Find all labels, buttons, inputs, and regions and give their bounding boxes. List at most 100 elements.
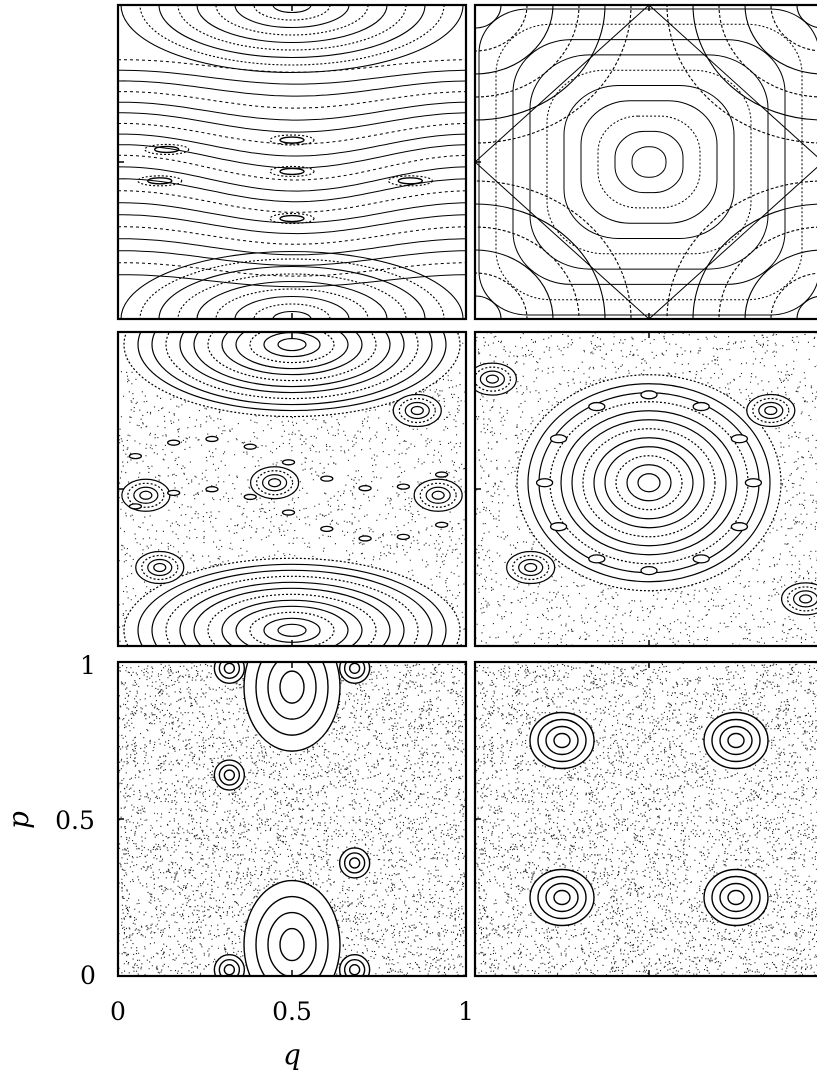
invariant-curve [118,80,466,97]
invariant-curve [281,509,296,516]
y-axis-label: p [2,811,35,829]
invariant-curve [147,177,173,185]
invariant-curve [139,490,153,500]
tick-mark [118,332,293,646]
tick-mark [118,5,293,319]
invariant-curve [118,101,466,121]
invariant-curve [118,154,466,181]
invariant-curve [524,562,538,573]
invariant-curve [692,554,710,564]
invariant-curve [358,535,372,542]
invariant-curve [727,732,745,749]
invariant-curve [118,59,466,73]
tick-mark [475,5,650,319]
invariant-curve [631,146,667,178]
invariant-curve [158,265,426,319]
invariant-curve [279,670,305,704]
x-tick-1: 1 [458,997,474,1026]
x-tick-0: 0 [110,997,126,1026]
invariant-curve [730,522,749,532]
invariant-curve [535,478,554,488]
invariant-curve [348,662,361,674]
invariant-curve [118,133,466,157]
invariant-curve [118,238,466,256]
invariant-curve [118,262,466,277]
invariant-curve [205,435,219,443]
panel-content [475,662,817,976]
invariant-curve [588,554,606,564]
invariant-curve [730,434,749,444]
invariant-curve [279,167,305,176]
invariant-curve [144,143,190,155]
panel-r0-c0 [116,3,468,321]
invariant-curve [223,769,236,781]
invariant-curve [640,390,658,400]
invariant-curve [243,493,257,501]
invariant-curve [272,310,312,319]
invariant-curve [397,177,424,185]
invariant-curve [387,175,433,187]
invariant-curve [358,485,372,492]
invariant-curve [396,533,411,540]
panel-r1-c0 [116,330,468,648]
invariant-curve [485,374,499,384]
invariant-curve [268,478,282,488]
invariant-curve [269,212,315,225]
invariant-curve [196,280,388,319]
invariant-curve [118,190,466,213]
panel-content [475,332,817,646]
invariant-curve [223,964,236,976]
invariant-curve [640,565,658,576]
invariant-curve [118,122,466,145]
invariant-curve [279,927,305,962]
invariant-curve [348,857,361,869]
invariant-curve [215,288,369,319]
tick-mark [475,662,650,976]
invariant-curve [158,5,426,59]
invariant-curve [529,54,769,270]
invariant-curve [744,478,763,488]
invariant-curve [553,732,571,749]
invariant-curve [279,136,305,144]
invariant-curve [512,39,786,285]
y-tick-0: 0 [80,961,96,990]
y-tick-1: 1 [80,651,96,680]
invariant-curve [798,594,813,604]
invariant-curve [205,486,219,493]
invariant-curve [118,202,466,224]
invariant-curve [234,5,350,29]
invariant-curve [118,166,466,192]
invariant-curve [475,5,817,319]
tick-mark [118,662,293,976]
invariant-curve [348,964,361,976]
invariant-curve [118,250,466,266]
invariant-curve [167,439,181,446]
invariant-curve [196,5,388,44]
invariant-curve [118,91,466,109]
invariant-curve [137,175,183,187]
invariant-curve [764,405,778,416]
invariant-curve [320,525,334,533]
invariant-curve [153,562,167,573]
invariant-curve [637,473,661,493]
invariant-curve [128,503,143,510]
invariant-curve [727,889,745,906]
invariant-curve [410,405,424,416]
invariant-curve [118,214,466,235]
invariant-curve [118,226,466,245]
invariant-curve [277,337,307,352]
invariant-curve [744,5,817,75]
invariant-curve [167,489,181,497]
invariant-curve [580,100,718,224]
invariant-curve [434,521,449,528]
invariant-curve [597,115,701,209]
invariant-curve [120,250,464,319]
invariant-curve [546,69,752,255]
invariant-curve [718,5,817,98]
panels-group [116,3,817,978]
panel-r2-c0 [116,660,468,978]
invariant-curve [666,5,817,144]
invariant-curve [120,5,464,74]
invariant-curve [118,69,466,85]
chaotic-sea-points [475,662,817,976]
